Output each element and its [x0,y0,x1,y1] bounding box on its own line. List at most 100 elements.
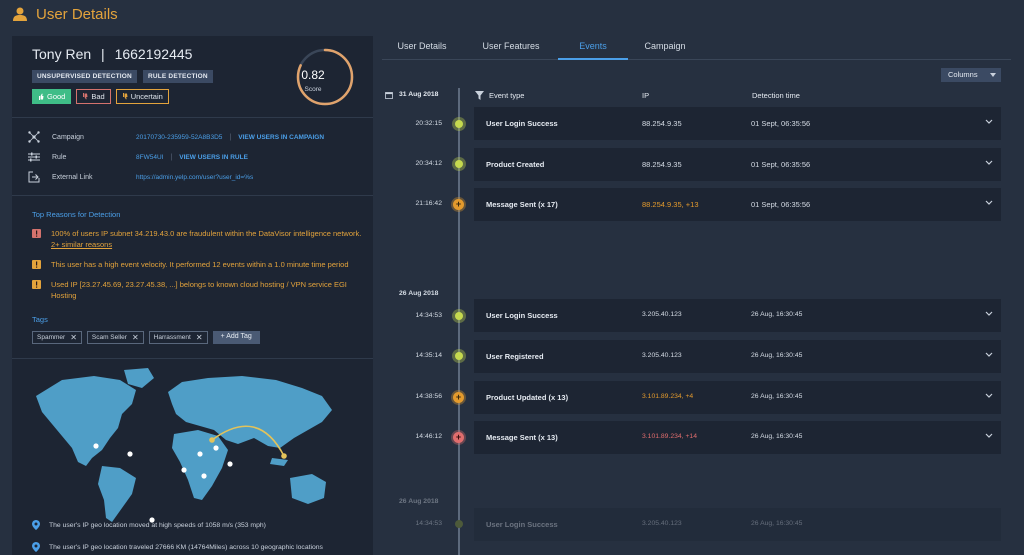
campaign-id-link[interactable]: 20170730-235959-52A8B3D5 [136,133,223,141]
campaign-icon [28,131,40,143]
plus-icon: + [453,432,464,443]
geo-note: The user's IP geo location traveled 2766… [32,542,323,552]
location-pin-icon [32,520,40,530]
section-divider [12,358,373,359]
event-ip: 3.205.40.123 [642,352,682,359]
user-name: Tony Ren [32,46,92,62]
remove-tag-icon[interactable]: ✕ [70,332,77,342]
reason-item: This user has a high event velocity. It … [32,259,373,270]
user-icon [13,7,27,21]
detection-badge: RULE DETECTION [142,70,213,83]
event-row[interactable]: Message Sent (x 13) 3.101.89.234, +14 26… [474,421,1001,454]
rule-label: Rule [52,153,67,161]
columns-dropdown[interactable]: Columns [941,68,1001,82]
event-detection-time: 26 Aug, 16:30:45 [751,352,803,359]
event-type-column-header[interactable]: Event type [489,91,525,100]
page-header: User Details [0,0,1024,28]
chevron-down-icon[interactable] [985,393,993,399]
reason-text: Used IP [23.27.45.69, 23.27.45.38, ...] … [51,280,347,300]
add-tag-button[interactable]: + Add Tag [212,331,260,344]
reason-body: 100% of users IP subnet 34.219.43.0 are … [51,229,362,238]
status-dot [455,120,463,128]
detection-time-column-header[interactable]: Detection time [752,91,800,100]
timeline-axis [458,88,460,555]
event-time: 14:34:53 [415,312,442,319]
location-dot [281,453,287,459]
chevron-down-icon[interactable] [985,200,993,206]
location-dot [149,517,155,523]
external-link-label: External Link [52,173,93,181]
reasons-title: Top Reasons for Detection [32,210,121,219]
tag-label: Spammer [37,334,66,341]
rule-id-link[interactable]: 8FW54UI [136,153,164,161]
similar-reasons-link[interactable]: 2+ similar reasons [51,240,113,249]
chevron-down-icon[interactable] [985,433,993,439]
mark-uncertain-button[interactable]: Uncertain [115,89,169,104]
map-eurasia [168,376,332,448]
view-users-in-rule-link[interactable]: VIEW USERS IN RULE [179,153,248,161]
status-dot [455,312,463,320]
remove-tag-icon[interactable]: ✕ [131,332,139,342]
event-ip: 88.254.9.35, +13 [642,200,699,209]
reason-item: Used IP [23.27.45.69, 23.27.45.38, ...] … [32,279,373,301]
filter-icon[interactable] [475,91,484,100]
external-link-icon [28,171,40,183]
score-gauge [296,48,354,106]
travel-path [211,425,285,457]
geo-note-text: The user's IP geo location traveled 2766… [49,543,323,551]
tab-events[interactable]: Events [558,36,628,60]
chevron-down-icon[interactable] [985,160,993,166]
thumbs-down-icon [83,93,88,100]
geo-note-text: The user's IP geo location moved at high… [49,521,266,529]
map-islands [270,458,288,466]
tab-campaign[interactable]: Campaign [644,41,686,51]
score-value: 0.82 [301,68,325,82]
geo-map [36,368,332,523]
external-link-url[interactable]: https://admin.yelp.com/user?user_id=%s [136,173,254,181]
tag-label: Scam Seller [91,334,127,341]
event-detection-time: 26 Aug, 16:30:45 [751,433,803,440]
date-label: 26 Aug 2018 [399,498,439,505]
ip-column-header[interactable]: IP [642,91,650,100]
chevron-down-icon[interactable] [985,119,993,125]
event-row[interactable]: Product Created 88.254.9.35 01 Sept, 06:… [474,148,1001,181]
location-dot [197,451,203,457]
uncertain-label: Uncertain [130,92,163,101]
event-ip: 3.101.89.234, +14 [642,433,697,440]
map-australia [290,474,326,504]
reason-text: 100% of users IP subnet 34.219.43.0 are … [51,228,363,250]
mark-good-button[interactable]: Good [32,89,72,104]
event-row[interactable]: User Login Success 3.205.40.123 26 Aug, … [474,508,1001,541]
rule-row: Rule 8FW54UI | VIEW USERS IN RULE [28,147,373,167]
event-time: 14:35:14 [415,352,442,359]
chevron-down-icon[interactable] [985,311,993,317]
location-dot [209,437,215,443]
event-detection-time: 26 Aug, 16:30:45 [751,393,803,400]
mark-bad-button[interactable]: Bad [76,89,111,104]
event-ip: 88.254.9.35 [642,160,682,169]
event-row[interactable]: Message Sent (x 17) 88.254.9.35, +13 01 … [474,188,1001,221]
chevron-down-icon[interactable] [985,352,993,358]
good-label: Good [47,92,66,101]
alert-icon [32,229,41,238]
view-users-in-campaign-link[interactable]: VIEW USERS IN CAMPAIGN [238,133,325,141]
page-title: User Details [36,5,118,23]
event-row[interactable]: User Registered 3.205.40.123 26 Aug, 16:… [474,340,1001,373]
remove-tag-icon[interactable]: ✕ [195,332,203,342]
alert-icon [32,260,41,269]
tab-user-details[interactable]: User Details [397,41,447,51]
date-label: 26 Aug 2018 [399,290,439,297]
event-ip: 88.254.9.35 [642,119,682,128]
user-meta: Campaign 20170730-235959-52A8B3D5 | VIEW… [12,118,373,196]
event-row[interactable]: User Login Success 3.205.40.123 26 Aug, … [474,299,1001,332]
event-type: Product Updated (x 13) [486,393,569,402]
event-row[interactable]: User Login Success 88.254.9.35 01 Sept, … [474,107,1001,140]
tab-user-features[interactable]: User Features [482,41,540,51]
status-dot [455,352,463,360]
user-summary-panel: Tony Ren | 1662192445 UNSUPERVISED DETEC… [12,36,373,555]
event-row[interactable]: Product Updated (x 13) 3.101.89.234, +4 … [474,381,1001,414]
event-ip: 3.205.40.123 [642,520,682,527]
location-dot [201,473,207,479]
event-type: User Login Success [486,311,558,320]
detection-reasons: Top Reasons for Detection 100% of users … [12,196,373,301]
